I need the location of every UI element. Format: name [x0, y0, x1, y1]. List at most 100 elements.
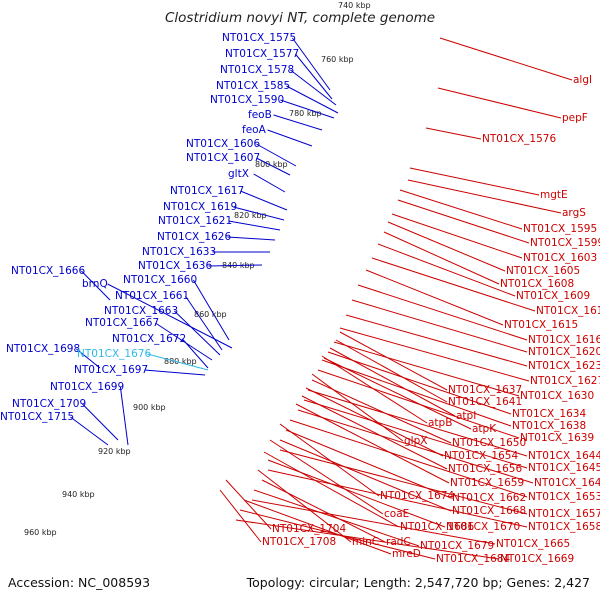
- gene-label-left: NT01CX_1585: [216, 80, 290, 92]
- leader-line: [391, 213, 523, 259]
- gene-label-left: feoA: [242, 124, 267, 136]
- accession-text: Accession: NC_008593: [8, 575, 151, 590]
- leader-line: [253, 489, 420, 547]
- leader-line: [269, 439, 384, 515]
- kbp-tick-label: 880 kbp: [164, 357, 197, 366]
- gene-label-right: NT01CX_1641: [448, 396, 522, 408]
- leader-line: [345, 314, 528, 367]
- gene-label-left: NT01CX_1606: [186, 138, 260, 150]
- kbp-tick-label: 740 kbp: [338, 1, 371, 10]
- leader-line: [301, 395, 448, 470]
- gene-label-right: NT01CX_1650: [452, 437, 526, 449]
- leader-line: [290, 69, 337, 106]
- leader-line: [184, 295, 223, 351]
- gene-label-left: NT01CX_1607: [186, 152, 260, 164]
- leader-line: [279, 439, 452, 512]
- gene-label-left: NT01CX_1577: [225, 48, 299, 60]
- map-title: Clostridium novyi NT, complete genome: [165, 10, 436, 26]
- leader-line: [192, 279, 230, 341]
- leader-line: [243, 499, 392, 555]
- gene-label-right: NT01CX_1620: [528, 346, 600, 358]
- gene-label-left: NT01CX_1698: [6, 343, 80, 355]
- gene-label-left: NT01CX_1619: [163, 201, 237, 213]
- gene-label-left: feoB: [248, 109, 272, 121]
- gene-label-left: NT01CX_1715: [0, 411, 74, 423]
- leader-line: [144, 369, 206, 376]
- leader-line: [339, 327, 530, 382]
- leader-line: [119, 386, 129, 446]
- gene-label-right: NT01CX_1638: [512, 420, 586, 432]
- leader-line: [335, 339, 448, 403]
- leader-line: [357, 284, 528, 341]
- kbp-tick-label: 960 kbp: [24, 528, 57, 537]
- leader-line: [82, 403, 119, 441]
- leader-line: [233, 206, 285, 221]
- gene-label-right: NT01CX_1595: [523, 223, 597, 235]
- gene-label-right: NT01CX_1612: [536, 305, 600, 317]
- gene-label-right: NT01CX_1668: [452, 505, 526, 517]
- leader-line: [155, 322, 213, 361]
- kbp-tick-label: 780 kbp: [289, 109, 322, 118]
- leader-line: [333, 341, 520, 397]
- gene-label-left: gltX: [228, 168, 249, 180]
- leader-line: [70, 416, 109, 446]
- leader-line: [253, 173, 286, 193]
- leader-line: [227, 236, 276, 241]
- leader-line: [397, 199, 530, 244]
- leader-line: [439, 37, 573, 81]
- leader-line: [208, 264, 263, 267]
- kbp-tick-label: 820 kbp: [234, 211, 267, 220]
- leader-line: [273, 114, 323, 131]
- gene-label-right: atpI: [456, 410, 476, 422]
- gene-label-right: mreD: [392, 548, 421, 560]
- leader-line: [351, 299, 528, 353]
- leader-line: [323, 357, 472, 430]
- gene-label-left: NT01CX_1660: [123, 274, 197, 286]
- gene-label-right: mgtE: [540, 189, 568, 201]
- gene-label-left: NT01CX_1709: [12, 398, 86, 410]
- leader-line: [321, 359, 512, 427]
- gene-label-left: brnQ: [82, 278, 108, 290]
- leader-line: [261, 479, 386, 543]
- leader-line: [377, 243, 516, 297]
- gene-label-left: NT01CX_1590: [210, 94, 284, 106]
- leader-line: [425, 127, 482, 140]
- kbp-tick-label: 760 kbp: [321, 55, 354, 64]
- leader-line: [76, 348, 101, 369]
- leader-line: [317, 369, 520, 439]
- gene-label-right: NT01CX_1603: [523, 252, 597, 264]
- gene-label-right: NT01CX_1605: [506, 265, 580, 277]
- gene-label-left: NT01CX_1663: [104, 305, 178, 317]
- kbp-tick-label: 920 kbp: [98, 447, 131, 456]
- gene-label-right: coaE: [384, 508, 409, 520]
- leader-line: [240, 190, 288, 211]
- leader-line: [329, 347, 456, 417]
- kbp-tick-label: 860 kbp: [194, 310, 227, 319]
- gene-label-left: NT01CX_1575: [222, 32, 296, 44]
- leader-line: [295, 53, 333, 100]
- leader-line: [147, 353, 209, 371]
- gene-label-right: NT01CX_1616: [528, 334, 600, 346]
- gene-label-left: NT01CX_1661: [115, 290, 189, 302]
- gene-label-left: NT01CX_1617: [170, 185, 244, 197]
- leader-line: [81, 270, 111, 301]
- leader-line: [311, 379, 452, 444]
- leader-line: [295, 403, 450, 484]
- gene-label-right: NT01CX_1669: [500, 553, 574, 565]
- gene-label-right: NT01CX_1684: [436, 553, 510, 565]
- gene-label-right: NT01CX_1609: [516, 290, 590, 302]
- gene-label-left: NT01CX_1666: [11, 265, 85, 277]
- leader-line: [371, 257, 536, 312]
- gene-label-left: NT01CX_1667: [85, 317, 159, 329]
- leader-line: [339, 331, 448, 391]
- leader-line: [387, 221, 506, 272]
- gene-label-right: pepF: [562, 112, 588, 124]
- leader-line: [286, 85, 339, 114]
- gene-label-right: NT01CX_1645: [528, 462, 600, 474]
- gene-label-right: argS: [562, 207, 586, 219]
- leader-line: [225, 479, 272, 530]
- gene-label-right: NT01CX_1659: [450, 477, 524, 489]
- leader-line: [267, 459, 446, 528]
- gene-label-right: NT01CX_1639: [520, 432, 594, 444]
